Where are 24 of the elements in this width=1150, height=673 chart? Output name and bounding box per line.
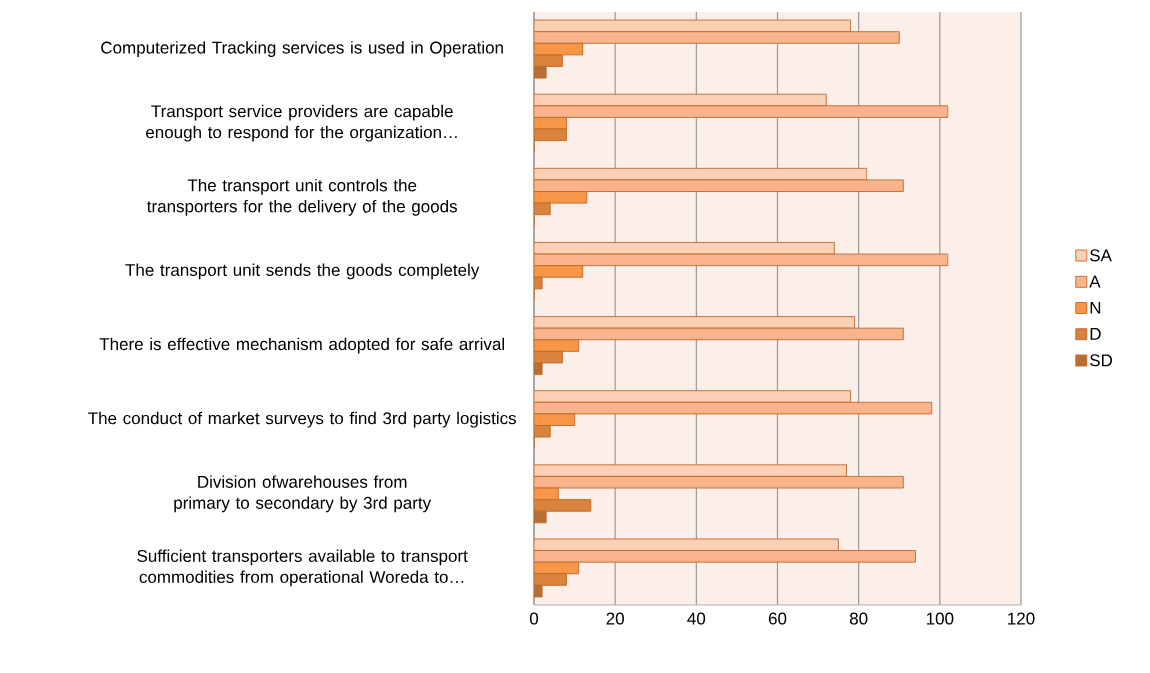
y-tick-label: Sufficient transporters available to transport commodities from operational Woreda to… [137, 549, 468, 587]
y-tick-label: Division ofwarehouses from primary to secondary by 3rd party [174, 475, 432, 513]
x-tick-label: 100 [926, 612, 954, 625]
y-tick-label: There is effective mechanism adopted for safe arrival [99, 337, 504, 354]
legend-label: SA [1090, 249, 1112, 262]
x-tick-label: 80 [849, 612, 868, 625]
y-tick-label: Computerized Tracking services is used in Operation [101, 41, 503, 57]
x-tick-label: 40 [687, 612, 706, 625]
legend-label: A [1089, 275, 1101, 288]
y-tick-label: Transport service providers are capable enough to respond for the organization… [146, 104, 457, 142]
legend-label: D [1090, 328, 1101, 340]
bar [534, 499, 592, 512]
y-tick-label: The transport unit sends the goods completely [125, 263, 480, 280]
bar [534, 265, 584, 278]
legend-label: SD [1090, 354, 1113, 367]
x-tick-label: 0 [529, 612, 539, 625]
legend-label: N [1090, 301, 1101, 314]
x-tick-label: 60 [768, 612, 787, 625]
y-tick-label: The conduct of market surveys to find 3rd party logistics [88, 411, 517, 428]
y-tick-label: The transport unit controls the transporters for the delivery of the goods [147, 178, 457, 216]
bar [534, 573, 567, 586]
bar [534, 339, 580, 352]
x-tick-label: 20 [606, 612, 624, 625]
x-tick-label: 120 [1008, 612, 1035, 625]
